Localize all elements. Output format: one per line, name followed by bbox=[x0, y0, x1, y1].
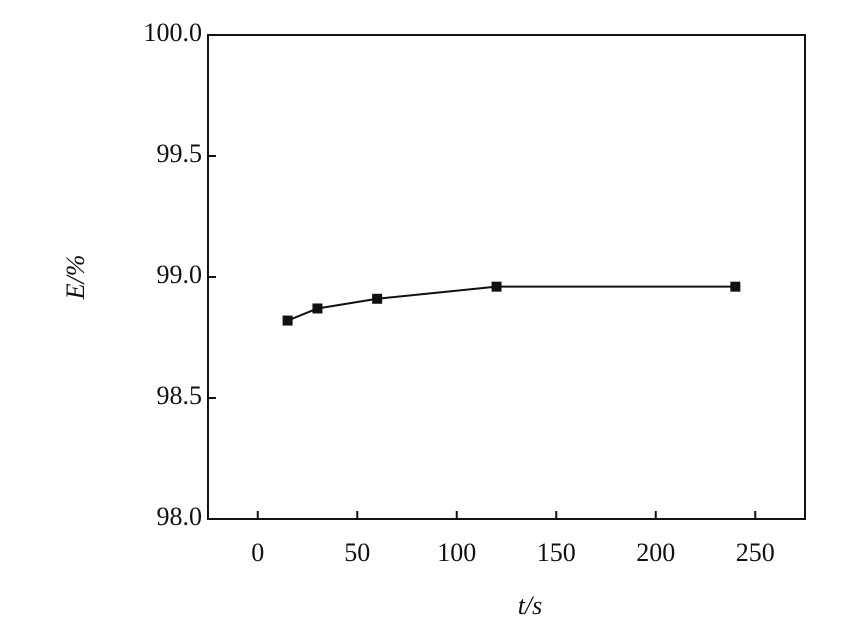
marker bbox=[372, 293, 383, 304]
y-tick-label: 99.5 bbox=[157, 139, 203, 168]
y-tick-label: 99.0 bbox=[157, 260, 203, 289]
x-tick-label: 250 bbox=[736, 538, 775, 567]
y-tick-label: 100.0 bbox=[144, 18, 203, 47]
x-tick-label: 100 bbox=[437, 538, 476, 567]
x-axis-label: t/s bbox=[518, 591, 543, 620]
x-tick-label: 0 bbox=[251, 538, 264, 567]
y-tick-label: 98.0 bbox=[157, 502, 203, 531]
marker bbox=[312, 303, 323, 314]
y-axis-label: E/% bbox=[61, 255, 90, 301]
marker bbox=[730, 281, 741, 292]
y-tick-label: 98.5 bbox=[157, 381, 203, 410]
line bbox=[287, 285, 736, 322]
x-tick-label: 50 bbox=[344, 538, 370, 567]
x-tick-label: 150 bbox=[537, 538, 576, 567]
marker bbox=[282, 315, 293, 326]
marker bbox=[491, 281, 502, 292]
plot-frame bbox=[207, 34, 806, 520]
x-tick-label: 200 bbox=[636, 538, 675, 567]
